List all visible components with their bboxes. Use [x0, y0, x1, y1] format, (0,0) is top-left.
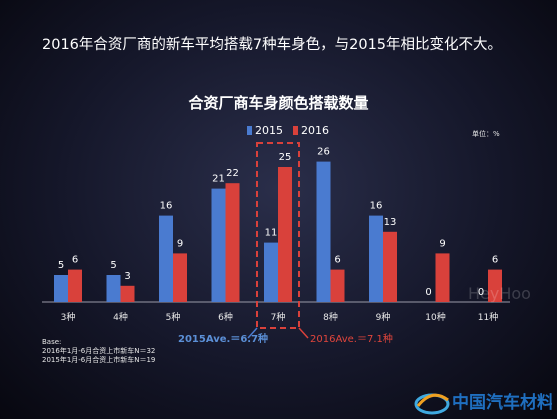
unit-label: 单位：% — [472, 130, 500, 138]
watermark: HeyHoo — [468, 284, 531, 303]
ave-2015-annotation: 2015Ave.＝6.7种 — [178, 334, 269, 345]
data-label-2015-1: 5 — [110, 260, 116, 271]
bar-2016-4 — [278, 167, 292, 302]
data-label-2015-3: 21 — [212, 174, 225, 185]
data-label-2015-2: 16 — [160, 201, 173, 212]
data-label-2015-4: 11 — [265, 228, 278, 239]
x-tick-label-6: 9种 — [376, 311, 391, 323]
base-note: Base: 2016年1月-6月合资上市新车N＝32 2015年1月-6月合资上… — [42, 338, 155, 365]
data-label-2015-7: 0 — [425, 287, 431, 298]
x-tick-label-1: 4种 — [113, 311, 128, 323]
x-tick-label-4: 7种 — [271, 311, 286, 323]
bar-2015-5 — [316, 161, 331, 302]
legend-item-2015: 2015 — [247, 124, 283, 137]
data-label-2016-4: 25 — [279, 152, 292, 163]
bar-2016-5 — [330, 269, 345, 302]
bar-2015-4 — [264, 242, 278, 302]
data-label-2015-0: 5 — [58, 260, 64, 271]
headline: 2016年合资厂商的新车平均搭载7种车身色，与2015年相比变化不大。 — [42, 37, 503, 53]
data-label-2015-8: 0 — [478, 287, 484, 298]
bar-2016-7 — [435, 253, 450, 302]
legend-label-2015: 2015 — [255, 124, 283, 137]
bar-2015-6 — [369, 215, 383, 302]
ave-2016-annotation: 2016Ave.＝7.1种 — [310, 334, 393, 345]
highlight-box — [256, 142, 300, 329]
bar-2016-6 — [383, 231, 397, 302]
x-tick-label-0: 3种 — [61, 311, 76, 323]
data-label-2015-6: 16 — [370, 201, 383, 212]
legend-swatch-2015 — [247, 126, 252, 135]
data-label-2016-1: 3 — [124, 271, 130, 282]
data-label-2016-7: 9 — [439, 238, 445, 249]
x-tick-label-7: 10种 — [425, 311, 445, 323]
bar-2015-1 — [106, 275, 121, 302]
bar-2016-8 — [488, 269, 502, 302]
chart-title: 合资厂商车身颜色搭载数量 — [188, 94, 369, 112]
bar-2016-3 — [225, 183, 240, 302]
data-label-2016-3: 22 — [226, 168, 239, 179]
data-label-2016-2: 9 — [177, 238, 183, 249]
data-label-2016-6: 13 — [384, 217, 397, 228]
legend-swatch-2016 — [293, 126, 298, 135]
bar-2015-3 — [211, 188, 226, 302]
legend: 2015 2016 — [247, 124, 329, 137]
bar-2016-2 — [173, 253, 187, 302]
legend-label-2016: 2016 — [301, 124, 329, 137]
ave-2016-pointer — [298, 327, 309, 339]
site-logo-text: 中国汽车材料网 — [452, 392, 552, 413]
x-tick-label-5: 8种 — [323, 311, 338, 323]
x-tick-label-2: 5种 — [166, 311, 181, 323]
base-label: Base: — [42, 338, 62, 346]
data-label-2016-5: 6 — [334, 255, 340, 266]
data-label-2016-8: 6 — [492, 255, 498, 266]
bar-2016-1 — [120, 285, 135, 302]
site-logo: 中国汽车材料网 — [414, 392, 552, 415]
bar-2016-0 — [68, 269, 82, 302]
x-tick-label-8: 11种 — [478, 311, 498, 323]
base-line-2016: 2016年1月-6月合资上市新车N＝32 — [42, 347, 156, 355]
data-label-2015-5: 26 — [317, 147, 330, 158]
bar-2015-0 — [54, 275, 68, 302]
base-line-2015: 2015年1月-6月合资上市新车N＝19 — [42, 356, 156, 364]
legend-item-2016: 2016 — [293, 124, 329, 137]
bar-2015-2 — [159, 215, 173, 302]
data-label-2016-0: 6 — [72, 255, 78, 266]
ave-2015-pointer — [247, 327, 258, 339]
x-tick-label-3: 6种 — [218, 311, 233, 323]
